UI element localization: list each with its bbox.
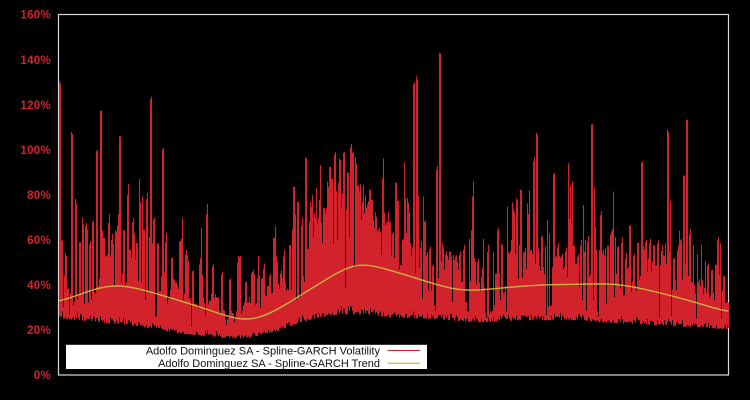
svg-text:160%: 160% xyxy=(20,10,51,22)
svg-text:140%: 140% xyxy=(20,55,51,67)
svg-text:60%: 60% xyxy=(27,235,51,247)
svg-text:80%: 80% xyxy=(27,190,51,202)
svg-text:Adolfo Dominguez SA - Spline-G: Adolfo Dominguez SA - Spline-GARCH Volat… xyxy=(146,346,381,358)
svg-text:100%: 100% xyxy=(20,145,51,157)
svg-text:40%: 40% xyxy=(27,280,51,292)
svg-text:Adolfo Dominguez SA - Spline-G: Adolfo Dominguez SA - Spline-GARCH Trend xyxy=(158,358,380,370)
svg-text:20%: 20% xyxy=(27,325,51,337)
svg-text:120%: 120% xyxy=(20,100,51,112)
svg-text:0%: 0% xyxy=(34,370,51,382)
